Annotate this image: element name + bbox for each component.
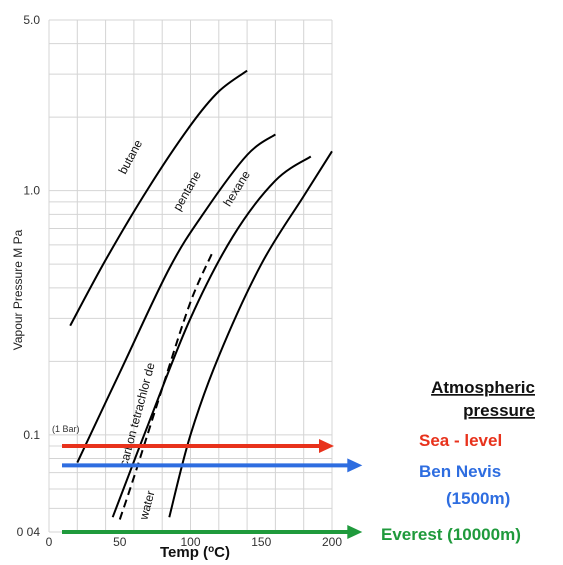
curve-pentane bbox=[76, 133, 276, 464]
legend-title-line-1: Atmospheric bbox=[431, 378, 535, 397]
curve-hexane bbox=[111, 155, 312, 518]
chart-grid bbox=[48, 19, 333, 533]
curve-label-butane: butane bbox=[116, 137, 146, 176]
legend-title-line-2: pressure bbox=[463, 401, 535, 420]
curve-label-hexane: hexane bbox=[220, 168, 253, 209]
arrow-head-sea-level bbox=[319, 439, 334, 454]
x-axis-label: Temp (oC) bbox=[160, 544, 230, 561]
curve-water bbox=[168, 150, 333, 518]
curve-butane bbox=[69, 69, 248, 327]
x-tick-label: 50 bbox=[113, 535, 127, 549]
y-axis-label: Vapour Pressure M Pa bbox=[11, 229, 25, 350]
y-tick-label: 5.0 bbox=[23, 13, 40, 27]
y-tick-label: 0 04 bbox=[17, 525, 41, 539]
one-bar-annotation: (1 Bar) bbox=[52, 424, 80, 434]
reference-lines bbox=[62, 439, 363, 539]
arrow-head-ben-nevis bbox=[347, 458, 363, 473]
x-tick-label: 100 bbox=[180, 535, 200, 549]
ben-nevis-label: Ben Nevis bbox=[419, 462, 501, 481]
sea-level-label: Sea - level bbox=[419, 431, 502, 450]
x-tick-label: 0 bbox=[46, 535, 53, 549]
arrow-head-everest-10000m bbox=[347, 525, 363, 539]
axis-ticks: 0 50 100 150 200 5.0 1.0 0.1 0 04 bbox=[17, 13, 343, 549]
y-tick-label: 1.0 bbox=[23, 184, 40, 198]
x-tick-label: 200 bbox=[322, 535, 342, 549]
y-tick-label: 0.1 bbox=[23, 428, 40, 442]
everest-label: Everest (10000m) bbox=[381, 525, 521, 544]
ben-nevis-altitude: (1500m) bbox=[446, 489, 510, 508]
curve-label-water: water bbox=[136, 489, 157, 522]
x-tick-label: 150 bbox=[251, 535, 271, 549]
